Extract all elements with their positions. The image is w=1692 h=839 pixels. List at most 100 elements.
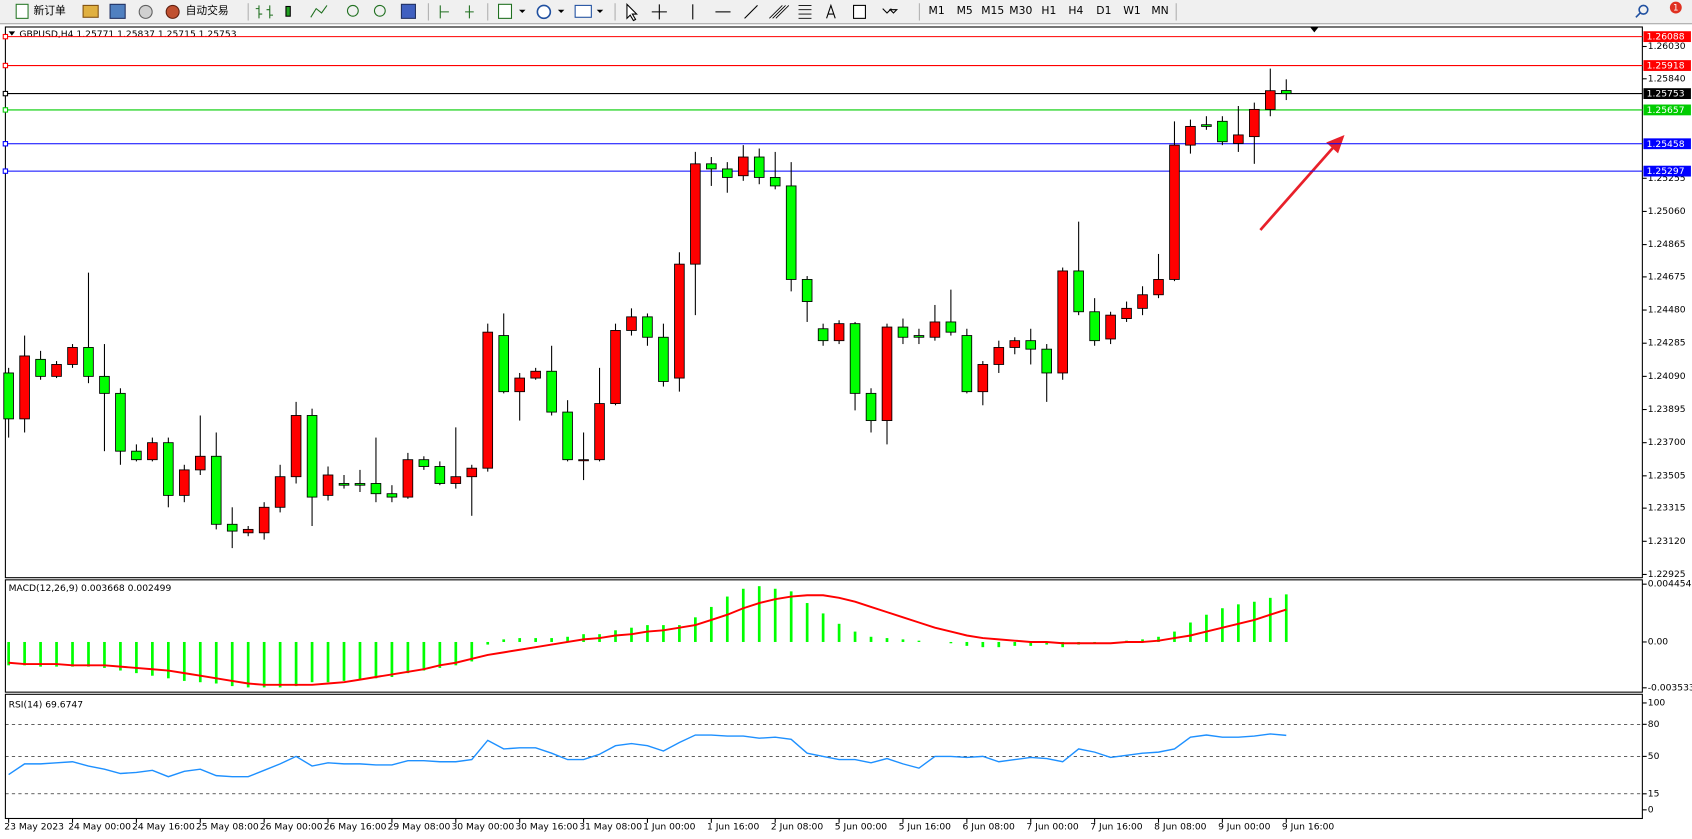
- candle-body: [945, 321, 957, 333]
- candle-body: [993, 347, 1005, 365]
- dropdown-arrow[interactable]: [557, 9, 565, 13]
- candle-body: [769, 176, 781, 187]
- candle-body: [99, 375, 110, 394]
- bar-chart-icon[interactable]: [255, 5, 274, 19]
- candle-body: [179, 469, 190, 496]
- text-icon[interactable]: [826, 3, 836, 19]
- timeframe-button[interactable]: M15: [981, 4, 1004, 17]
- candle-body: [354, 483, 366, 486]
- y-tick-label: -0.003533: [1648, 682, 1692, 693]
- tile-icon[interactable]: [400, 3, 416, 19]
- x-tick-label: 24 May 16:00: [132, 822, 195, 833]
- line-chart-icon[interactable]: [310, 5, 328, 18]
- candle-body: [610, 330, 621, 405]
- autoscroll-icon[interactable]: [439, 5, 449, 19]
- timeframe-button[interactable]: H1: [1041, 4, 1056, 17]
- dropdown-arrow[interactable]: [519, 9, 526, 13]
- y-tick-label: 1.23700: [1648, 437, 1686, 448]
- candle-body: [1201, 124, 1212, 127]
- candle-body: [434, 466, 446, 484]
- candle-body: [35, 358, 46, 377]
- timeframe-button[interactable]: M5: [957, 4, 973, 17]
- icon[interactable]: [138, 4, 153, 19]
- y-tick-label: 1.23315: [1648, 503, 1686, 514]
- trendline-icon[interactable]: [744, 5, 758, 19]
- candle-body: [3, 372, 14, 420]
- candle-body: [418, 459, 430, 467]
- y-tick-label: 0.004454: [1648, 579, 1692, 590]
- x-tick-label: 30 May 00:00: [451, 822, 514, 833]
- candle-body: [482, 331, 494, 469]
- icon[interactable]: [82, 4, 99, 18]
- price-level-tag: [1643, 138, 1691, 150]
- timeframe-button[interactable]: M30: [1009, 4, 1032, 17]
- x-tick-label: 5 Jun 00:00: [835, 822, 887, 833]
- shapes-icon[interactable]: [882, 8, 899, 14]
- candle-body: [658, 336, 669, 382]
- timeframe-button[interactable]: M1: [929, 4, 945, 17]
- y-tick-label: 1.25060: [1648, 206, 1686, 217]
- icon[interactable]: [109, 3, 126, 19]
- templates-icon[interactable]: [574, 4, 592, 18]
- timeframe-button[interactable]: MN: [1151, 4, 1168, 17]
- price-level-tag: [1643, 165, 1691, 177]
- candle-body: [1185, 125, 1196, 146]
- candle-body: [1249, 108, 1260, 138]
- price-level-handle: [2, 107, 9, 113]
- candle-body: [817, 328, 829, 342]
- candle-body: [913, 335, 925, 338]
- timeframe-button[interactable]: H4: [1068, 4, 1083, 17]
- candle-body: [306, 415, 318, 498]
- dropdown-arrow[interactable]: [596, 9, 604, 13]
- price-level-tag: [1643, 88, 1691, 99]
- chart-menu-arrow[interactable]: [8, 31, 16, 36]
- candle-body: [530, 370, 541, 379]
- zoom-in-icon[interactable]: [346, 4, 359, 17]
- candle-body: [51, 364, 62, 377]
- candle-body: [753, 156, 765, 178]
- fibo-icon[interactable]: [798, 4, 812, 19]
- search-icon[interactable]: [1638, 4, 1649, 15]
- crosshair-icon[interactable]: [651, 4, 667, 20]
- candle-body: [706, 163, 717, 170]
- price-level-tag: [1643, 104, 1691, 116]
- candle-body: [370, 483, 382, 495]
- notification-badge[interactable]: [1669, 1, 1682, 14]
- candle-body: [290, 415, 302, 478]
- timeframe-button[interactable]: W1: [1123, 4, 1141, 17]
- indicators-icon[interactable]: [497, 3, 513, 19]
- candle-body: [642, 316, 653, 338]
- price-level-tag: [1643, 60, 1691, 71]
- candle-body: [562, 411, 573, 461]
- arrow-shaft: [1259, 145, 1335, 231]
- new-order-button[interactable]: 新订单: [15, 3, 66, 19]
- macd-signal-line: [8, 594, 1287, 686]
- zoom-out-icon[interactable]: [373, 4, 386, 17]
- candle-body: [546, 370, 557, 413]
- candle-body: [402, 459, 414, 498]
- candle-icon[interactable]: [285, 5, 291, 17]
- candle-body: [674, 263, 685, 379]
- auto-trading-button[interactable]: 自动交易: [165, 4, 229, 19]
- candle-body: [258, 506, 270, 534]
- label-icon[interactable]: [853, 4, 866, 19]
- timeframe-button[interactable]: D1: [1096, 4, 1111, 17]
- auto-trading-label: 自动交易: [186, 4, 229, 17]
- price-level-handle: [2, 141, 9, 147]
- channel-icon[interactable]: [769, 5, 790, 19]
- candle-body: [801, 279, 813, 302]
- x-tick-label: 26 May 16:00: [324, 822, 387, 833]
- y-tick-label: 1.26030: [1648, 41, 1686, 52]
- y-tick-label: 1.24675: [1648, 271, 1686, 282]
- periods-icon[interactable]: [536, 4, 552, 20]
- y-tick-label: 100: [1648, 697, 1666, 708]
- shift-icon[interactable]: [465, 5, 474, 19]
- price-level-tag: [1643, 31, 1691, 43]
- candle-body: [977, 364, 989, 393]
- x-tick-label: 29 May 08:00: [388, 822, 451, 833]
- toolbar-background: [0, 0, 1692, 24]
- candle-body: [450, 476, 462, 484]
- candle-body: [865, 392, 877, 422]
- cursor-icon[interactable]: [626, 3, 638, 22]
